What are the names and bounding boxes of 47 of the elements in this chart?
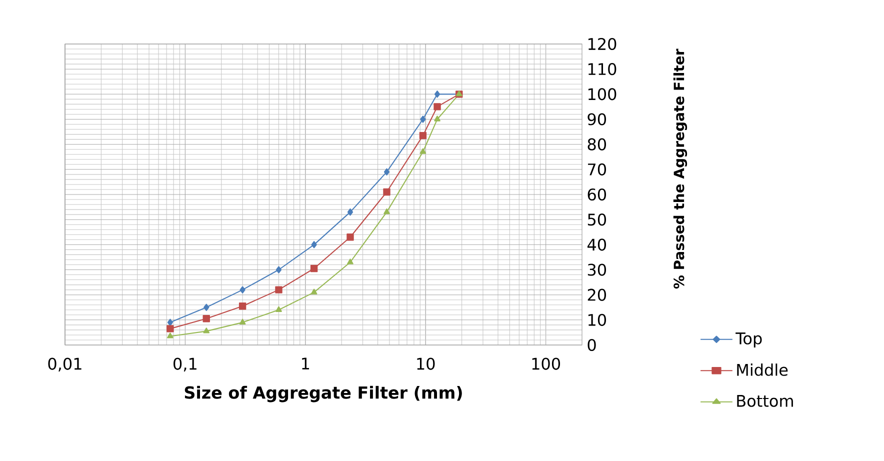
legend-label: Bottom	[737, 395, 793, 407]
point	[384, 168, 390, 176]
point	[346, 234, 354, 241]
y-tick-label: 120	[588, 38, 616, 50]
point	[347, 208, 354, 216]
point	[276, 306, 282, 312]
point	[420, 148, 426, 154]
y-tick-label: 20	[588, 288, 606, 301]
point	[204, 304, 210, 311]
y-tick-label: 70	[588, 163, 606, 176]
point	[310, 264, 318, 272]
y-tick-label: 0	[588, 338, 596, 352]
y-tick-label: 80	[588, 138, 606, 150]
point	[240, 286, 246, 294]
x-tick-label: 0,01	[48, 358, 82, 372]
point	[419, 132, 427, 140]
y-tick-label: 60	[588, 188, 606, 201]
point	[347, 258, 354, 264]
legend-label: Middle	[737, 364, 788, 376]
y-tick-label: 30	[588, 264, 606, 276]
point	[166, 332, 174, 338]
point	[383, 188, 390, 196]
point	[384, 208, 390, 214]
point	[202, 315, 210, 322]
y-tick-label: 10	[588, 314, 606, 326]
x-tick-label: 0,1	[174, 358, 196, 372]
point	[310, 288, 318, 294]
point	[238, 302, 246, 310]
point	[420, 116, 426, 123]
point	[239, 318, 246, 324]
y-tick-label: 40	[587, 238, 606, 251]
point	[311, 241, 317, 248]
x-axis-title: Size of Aggregate Filter (mm)	[184, 386, 462, 402]
point	[275, 286, 282, 294]
point	[167, 318, 174, 326]
y-tick-label: 100	[588, 88, 616, 100]
x-tick-label: 100	[532, 358, 560, 370]
y-tick-label: 110	[588, 63, 616, 76]
y-tick-label: 50	[588, 214, 606, 226]
y-axis-title: % Passed the Aggregate Filter	[673, 48, 688, 289]
y-tick-label: 90	[588, 113, 606, 126]
legend-label: Top	[736, 332, 762, 348]
point	[276, 266, 282, 274]
x-tick-label: 1	[302, 358, 310, 370]
point	[203, 328, 210, 334]
point	[166, 325, 174, 332]
x-tick-label: 10	[417, 358, 435, 370]
